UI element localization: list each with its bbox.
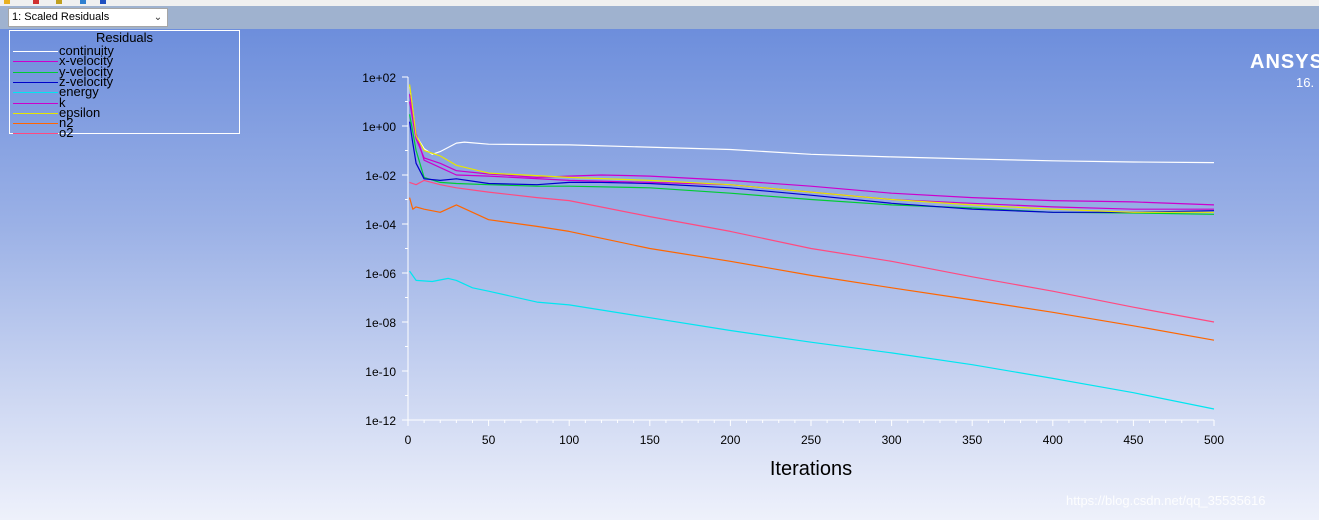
chart-labels: 1e+02 1e+00 1e-02 1e-04 1e-06 1e-08 1e-10 1e-12… xyxy=(362,71,1224,480)
legend-label: y-velocity xyxy=(59,63,114,79)
window-select[interactable]: 1: Scaled Residuals ⌄ xyxy=(8,8,168,27)
palette-icon[interactable] xyxy=(56,0,62,4)
x-tick-label: 0 xyxy=(405,433,412,447)
legend-label: continuity xyxy=(59,43,114,58)
x-tick-label: 300 xyxy=(882,433,902,447)
legend-swatch xyxy=(13,71,58,73)
watermark: https://blog.csdn.net/qq_35535616 xyxy=(1066,493,1266,508)
legend-swatch xyxy=(13,133,58,135)
series-line-z-velocity xyxy=(409,121,1215,213)
legend-label: z-velocity xyxy=(59,73,114,89)
graphics-area[interactable]: 1e+02 1e+00 1e-02 1e-04 1e-06 1e-08 1e-10 1e-12… xyxy=(0,29,1319,520)
toolbar-strip xyxy=(0,0,1319,6)
legend-item: x-velocity xyxy=(10,53,239,69)
legend-swatch xyxy=(13,123,58,125)
y-tick-label: 1e+00 xyxy=(362,120,396,134)
y-tick-label: 1e-10 xyxy=(365,365,396,379)
x-tick-label: 100 xyxy=(559,433,579,447)
legend: Residuals continuity x-velocity y-velocity… xyxy=(9,30,240,139)
legend-label: x-velocity xyxy=(59,53,114,69)
series-line-y-velocity xyxy=(409,114,1215,215)
x-tick-label: 150 xyxy=(640,433,660,447)
tool-icon[interactable] xyxy=(33,0,39,4)
legend-item: energy xyxy=(10,84,239,100)
legend-item: continuity xyxy=(10,43,239,58)
x-tick-label: 350 xyxy=(962,433,982,447)
window-select-value: 1: Scaled Residuals xyxy=(12,11,110,23)
legend-swatch xyxy=(13,102,58,104)
legend-swatch xyxy=(13,92,58,94)
x-tick-label: 50 xyxy=(482,433,496,447)
y-tick-label: 1e-04 xyxy=(365,218,396,232)
graphics-window-header xyxy=(0,6,1319,29)
series-line-epsilon xyxy=(409,84,1214,213)
legend-item: k xyxy=(10,94,239,110)
x-tick-label: 450 xyxy=(1123,433,1143,447)
y-tick-label: 1e+02 xyxy=(362,71,396,85)
legend-label: o2 xyxy=(59,125,74,141)
legend-label: epsilon xyxy=(59,104,101,120)
legend-swatch xyxy=(13,81,58,83)
window-icon[interactable] xyxy=(100,0,106,4)
legend-label: k xyxy=(59,94,66,110)
legend-item: n2 xyxy=(10,115,239,131)
series-line-x-velocity xyxy=(409,101,1215,206)
series-line-k xyxy=(409,94,1214,210)
legend-item: z-velocity xyxy=(10,73,239,89)
x-tick-label: 200 xyxy=(720,433,740,447)
y-tick-label: 1e-06 xyxy=(365,267,396,281)
legend-item: o2 xyxy=(10,125,239,141)
y-tick-label: 1e-02 xyxy=(365,169,396,183)
x-axis-label: Iterations xyxy=(770,458,852,480)
legend-swatch xyxy=(13,51,58,52)
chart-axes xyxy=(402,76,1215,426)
series-line-n2 xyxy=(409,197,1215,341)
residuals-chart: 1e+02 1e+00 1e-02 1e-04 1e-06 1e-08 1e-10 1e-12… xyxy=(362,71,1224,480)
question-icon[interactable] xyxy=(80,0,86,4)
legend-label: energy xyxy=(59,84,99,100)
legend-swatch xyxy=(13,61,58,63)
version-label: 16. xyxy=(1296,75,1315,90)
legend-swatch xyxy=(13,112,58,114)
folder-icon[interactable] xyxy=(4,0,10,4)
y-tick-label: 1e-08 xyxy=(365,316,396,330)
legend-item: y-velocity xyxy=(10,63,239,79)
chart-series xyxy=(409,84,1215,410)
legend-title: Residuals xyxy=(95,30,154,45)
series-line-o2 xyxy=(409,179,1215,323)
legend-item: epsilon xyxy=(10,104,239,120)
series-line-continuity xyxy=(409,86,1215,164)
y-tick-label: 1e-12 xyxy=(365,414,396,428)
x-tick-label: 250 xyxy=(801,433,821,447)
x-tick-label: 500 xyxy=(1204,433,1224,447)
x-tick-label: 400 xyxy=(1043,433,1063,447)
legend-label: n2 xyxy=(59,115,74,131)
series-line-energy xyxy=(409,270,1215,410)
chevron-down-icon[interactable]: ⌄ xyxy=(153,12,163,23)
brand-logo: ANSYS xyxy=(1250,51,1319,73)
